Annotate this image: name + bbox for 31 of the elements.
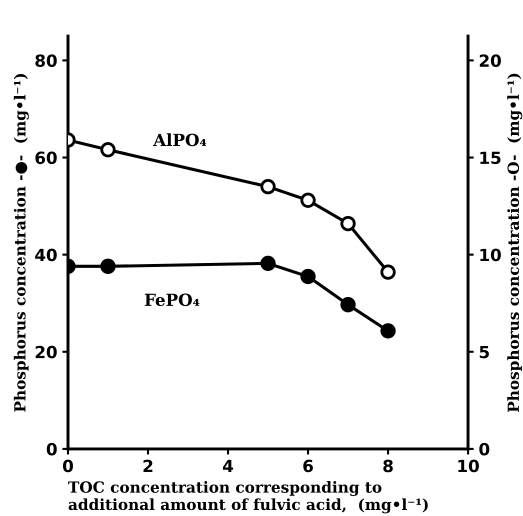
y2-tick-label: 15 [480,152,501,164]
y2-tick-label: 5 [480,346,489,358]
point [260,256,276,272]
x-tick-label: 6 [303,460,313,472]
point [340,297,356,312]
y-tick-label: 40 [35,248,57,262]
point [100,142,116,158]
series-label: AlPO₄ [153,133,206,146]
x-tick-label: 10 [458,460,479,472]
y2-tick-label: 0 [479,442,490,456]
point [340,216,356,232]
x-tick-label: 0 [62,460,73,472]
x-tick-label: 2 [144,460,152,472]
y2-axis-title: Phosphorus concentration -O- (mg•l⁻¹) [507,74,522,412]
y-tick-label: 20 [36,346,57,358]
series-label: FePO₄ [144,293,200,306]
point [380,323,396,339]
x-tick-label: 8 [383,460,393,472]
point [300,268,316,284]
y-tick-label: 80 [35,54,57,67]
point [260,179,276,194]
x-axis-title: TOC concentration corresponding to additional amount of fulvic acid, (mg•l⁻¹) [68,481,428,514]
x-tick-label: 4 [222,460,234,472]
y-axis-title: Phosphorus concentration -●- (mg•l⁻¹) [14,74,29,412]
y-tick-label: 0 [46,442,57,456]
point [380,264,396,280]
y2-tick-label: 20 [480,54,501,67]
y2-tick-label: 10 [480,248,501,262]
point [300,192,316,208]
y-tick-label: 60 [35,151,57,164]
point [100,258,116,274]
